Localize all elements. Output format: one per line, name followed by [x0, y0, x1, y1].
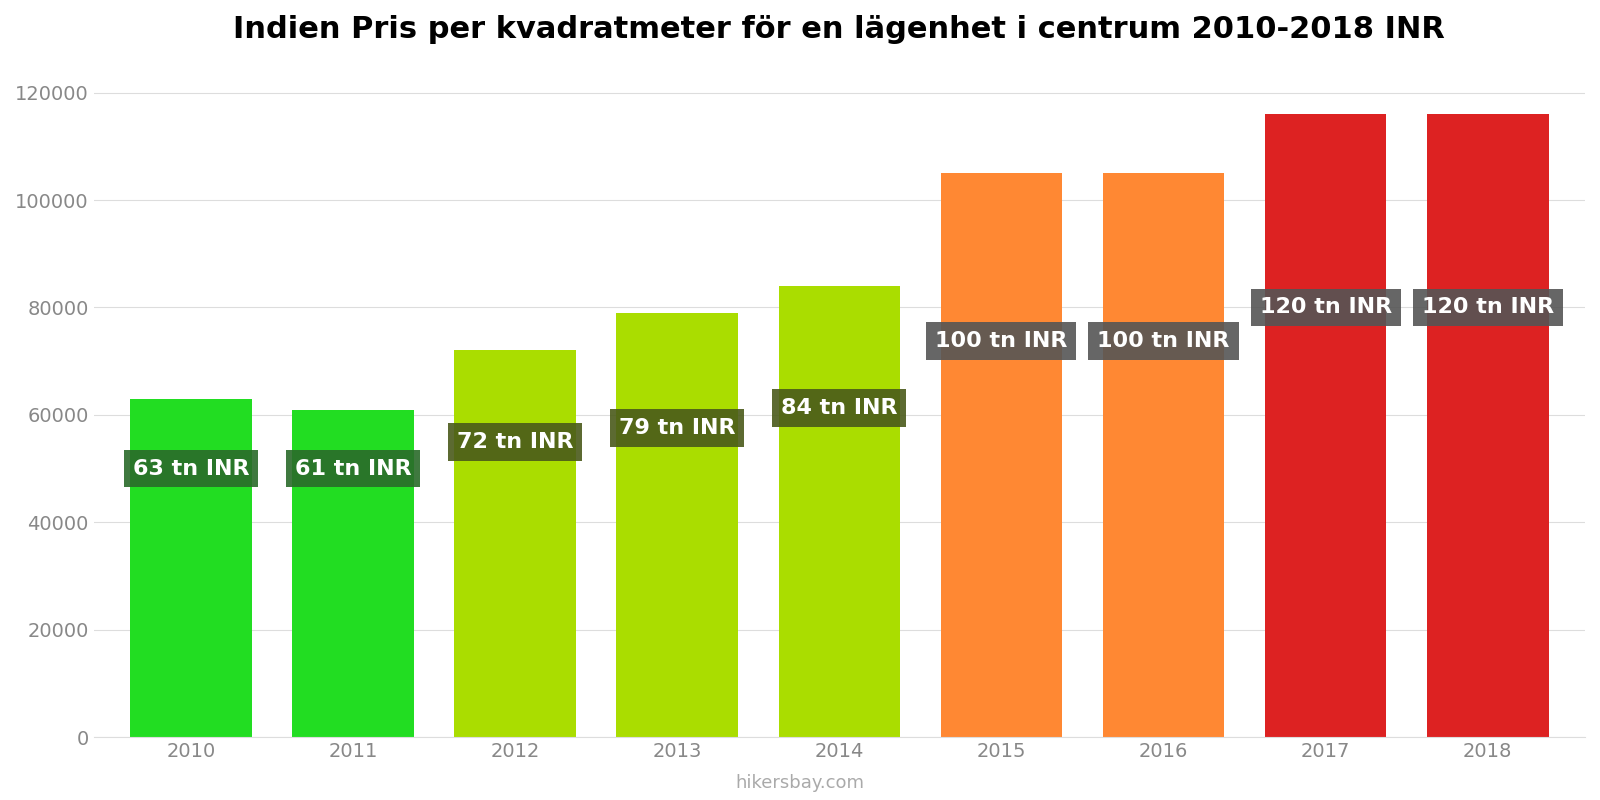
Bar	[1266, 114, 1387, 737]
Text: 72 tn INR: 72 tn INR	[458, 432, 573, 452]
Text: 84 tn INR: 84 tn INR	[781, 398, 898, 418]
Text: 100 tn INR: 100 tn INR	[1098, 331, 1230, 351]
Text: hikersbay.com: hikersbay.com	[736, 774, 864, 792]
Bar	[130, 398, 251, 737]
Bar	[941, 173, 1062, 737]
Text: 61 tn INR: 61 tn INR	[294, 458, 411, 478]
Bar	[616, 313, 738, 737]
Text: 120 tn INR: 120 tn INR	[1422, 298, 1554, 318]
Text: 120 tn INR: 120 tn INR	[1259, 298, 1392, 318]
Bar	[779, 286, 901, 737]
Bar	[1102, 173, 1224, 737]
Bar	[454, 350, 576, 737]
Title: Indien Pris per kvadratmeter för en lägenhet i centrum 2010-2018 INR: Indien Pris per kvadratmeter för en läge…	[234, 15, 1445, 44]
Text: 100 tn INR: 100 tn INR	[936, 331, 1067, 351]
Bar	[1427, 114, 1549, 737]
Text: 63 tn INR: 63 tn INR	[133, 458, 250, 478]
Bar	[293, 410, 414, 737]
Text: 79 tn INR: 79 tn INR	[619, 418, 736, 438]
